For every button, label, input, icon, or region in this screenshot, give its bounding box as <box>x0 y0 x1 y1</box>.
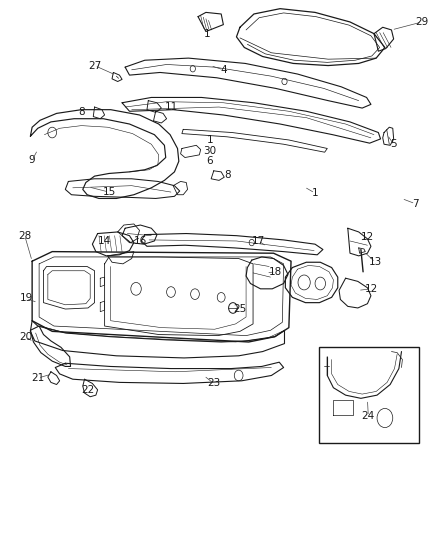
Text: 11: 11 <box>164 102 177 112</box>
Bar <box>318 348 419 443</box>
Text: 15: 15 <box>102 187 116 197</box>
Text: 9: 9 <box>29 155 35 165</box>
Text: 20: 20 <box>19 332 32 342</box>
Text: 1: 1 <box>204 29 210 39</box>
Text: 22: 22 <box>81 385 95 395</box>
Text: 1: 1 <box>207 135 214 145</box>
Text: 24: 24 <box>362 411 375 422</box>
Text: 21: 21 <box>31 373 44 383</box>
Text: 6: 6 <box>206 156 213 166</box>
Text: 16: 16 <box>134 236 147 246</box>
Text: 12: 12 <box>364 284 378 294</box>
Text: 23: 23 <box>207 378 220 389</box>
Text: 7: 7 <box>412 199 419 209</box>
Text: 25: 25 <box>233 304 247 314</box>
Text: 29: 29 <box>415 17 429 27</box>
Text: 8: 8 <box>224 170 231 180</box>
Text: 4: 4 <box>220 65 227 75</box>
Text: 28: 28 <box>18 231 32 241</box>
Text: 14: 14 <box>98 236 111 246</box>
Text: 17: 17 <box>252 236 265 246</box>
Text: 12: 12 <box>361 232 374 243</box>
Text: 8: 8 <box>78 107 85 117</box>
Text: 1: 1 <box>312 188 318 198</box>
Text: 5: 5 <box>390 139 397 149</box>
Text: 13: 13 <box>369 257 382 267</box>
Text: 27: 27 <box>88 61 101 70</box>
Text: 18: 18 <box>269 267 283 277</box>
Text: 30: 30 <box>203 146 216 156</box>
Text: 19: 19 <box>19 293 33 303</box>
